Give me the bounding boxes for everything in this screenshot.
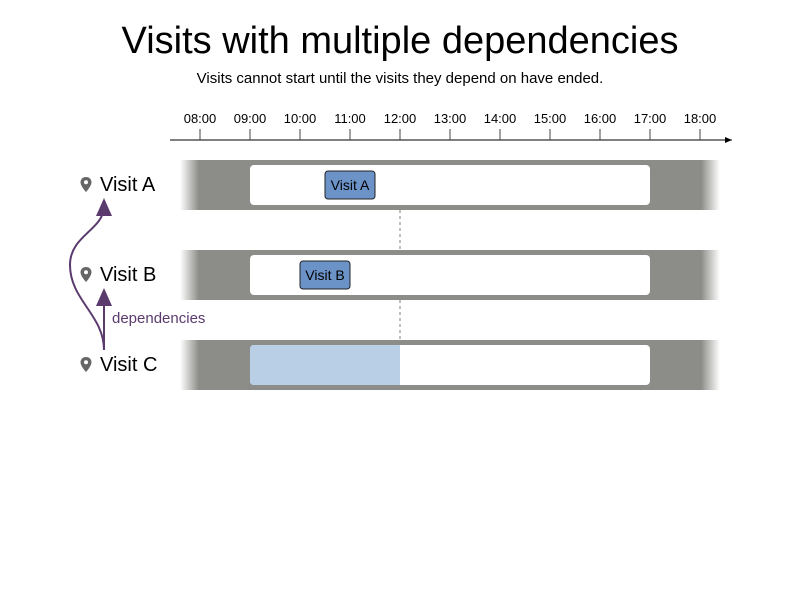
- visit-block[interactable]: Visit B: [299, 260, 351, 290]
- time-axis-tick-label: 15:00: [534, 111, 567, 126]
- schedule-row: [180, 340, 720, 390]
- schedule-rows: Visit A Visit B: [180, 160, 720, 390]
- time-axis-tick-label: 12:00: [384, 111, 417, 126]
- schedule-row: Visit A: [180, 160, 720, 210]
- time-axis: 08:00 09:00 10:00 11:00 12:00 13:00 14:00 15:00…: [170, 111, 732, 143]
- location-pin-icon: [80, 357, 92, 373]
- dependencies-label: dependencies: [112, 310, 206, 327]
- row-label: Visit B: [100, 264, 157, 286]
- blocked-period: [250, 345, 400, 385]
- time-axis-tick-label: 09:00: [234, 111, 267, 126]
- visit-block-rect[interactable]: [299, 260, 351, 290]
- visit-block-rect[interactable]: [324, 170, 376, 200]
- row-label: Visit C: [100, 354, 158, 376]
- location-pin-icon: [80, 177, 92, 193]
- time-axis-tick-label: 13:00: [434, 111, 467, 126]
- time-axis-tick-label: 16:00: [584, 111, 617, 126]
- row-label: Visit A: [100, 174, 156, 196]
- visit-block[interactable]: Visit A: [324, 170, 376, 200]
- time-axis-tick-label: 14:00: [484, 111, 517, 126]
- location-pin-icon: [80, 267, 92, 283]
- time-axis-tick-label: 17:00: [634, 111, 667, 126]
- page-subtitle: Visits cannot start until the visits the…: [196, 70, 604, 87]
- visit-block-label: Visit B: [305, 267, 344, 283]
- visit-block-label: Visit A: [331, 177, 370, 193]
- time-axis-tick-label: 18:00: [684, 111, 717, 126]
- time-axis-tick-label: 10:00: [284, 111, 317, 126]
- page-title: Visits with multiple dependencies: [121, 20, 679, 62]
- time-window: [250, 165, 650, 205]
- dependency-arrow-c-to-a: [68, 198, 112, 351]
- dependency-arrows: [68, 198, 112, 351]
- schedule-row: Visit B: [180, 250, 720, 300]
- time-axis-tick-label: 08:00: [184, 111, 217, 126]
- time-axis-tick-label: 11:00: [334, 111, 366, 126]
